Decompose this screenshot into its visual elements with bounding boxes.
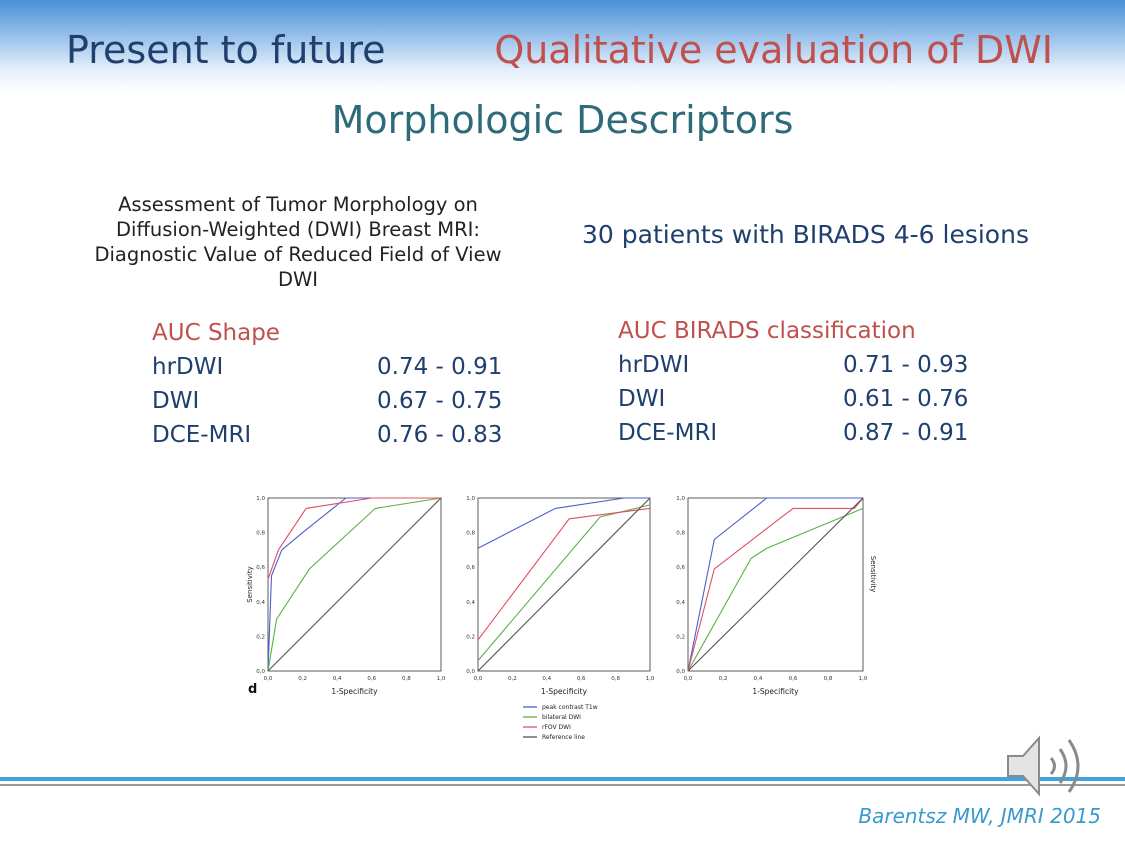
table-row: hrDWI 0.71 - 0.93 [618,352,1018,386]
y-tick-label: 0,6 [676,565,685,571]
y-tick-label: 0,0 [466,669,475,675]
roc-panel-3: 0,00,0 0,2 0,2 0,4 0,4 0,6 0,6 0,8 0,8 1,0 1,0 1-Sp… [676,496,877,696]
roc-curve-rfov-dwi [477,507,651,641]
x-tick-label: 0,0 [474,676,483,682]
row-value: 0.71 - 0.93 [843,352,969,378]
legend-label: Reference line [542,734,585,741]
legend-label: peak contrast T1w [542,704,598,711]
roc-curve-bilateral-dwi [267,497,442,672]
x-tick-label: 1,0 [646,676,655,682]
roc-curve-rfov-dwi [687,497,864,672]
y-tick-label: 0,8 [466,531,475,537]
table-row: DCE-MRI 0.76 - 0.83 [152,422,552,456]
header-section-title: Present to future [66,28,386,72]
x-tick-label: 0,2 [508,676,517,682]
table-row: DWI 0.67 - 0.75 [152,388,552,422]
y-tick-label: 1,0 [676,496,685,502]
x-tick-label: 0,4 [754,676,763,682]
chart-legend: peak contrast T1w bilateral DWI rFOV DWI Re… [523,704,598,741]
y-tick-label: 0,4 [676,600,685,606]
x-tick-label: 0,6 [367,676,376,682]
y-tick-label: 0,0 [676,669,685,675]
y-tick-label: 1,0 [466,496,475,502]
roc-curve-peak-contrast-t1w [267,497,441,672]
roc-curve-peak-contrast-t1w [477,497,650,549]
y-tick-label: 0,4 [466,600,475,606]
x-tick-label: 0,2 [298,676,307,682]
y-tick-label: 0,8 [676,531,685,537]
roc-curve-reference-line [267,497,442,672]
header-slide-title: Qualitative evaluation of DWI [494,28,1053,72]
roc-curve-reference-line [477,497,651,672]
x-tick-label: 1,0 [859,676,868,682]
plot-frame [477,497,651,672]
y-tick-label: 0,6 [466,565,475,571]
patient-cohort: 30 patients with BIRADS 4-6 lesions [582,220,1029,249]
x-tick-label: 1,0 [437,676,446,682]
y-tick-label: 0,0 [256,669,265,675]
roc-curve-reference-line [687,497,864,672]
y-tick-label: 0,8 [256,531,265,537]
table-row: hrDWI 0.74 - 0.91 [152,354,552,388]
auc-shape-table: AUC Shape hrDWI 0.74 - 0.91 DWI 0.67 - 0.7… [152,320,552,456]
x-tick-label: 0,0 [264,676,273,682]
y-tick-label: 0,4 [256,600,265,606]
x-tick-label: 0,4 [542,676,551,682]
footer-rule-blue [0,777,1125,781]
row-value: 0.74 - 0.91 [377,354,503,380]
header-band [0,0,1125,92]
y-tick-label: 0,2 [256,634,265,640]
legend-label: rFOV DWI [542,724,571,731]
x-tick-label: 0,6 [789,676,798,682]
x-axis-label: 1-Specificity [331,687,378,696]
roc-curve-peak-contrast-t1w [687,497,863,672]
y-axis-label: Sensitivity [869,556,877,592]
roc-curve-rfov-dwi [267,497,441,580]
row-label: hrDWI [618,352,690,378]
x-tick-label: 0,8 [611,676,620,682]
roc-panel-2: 0,00,0 0,2 0,2 0,4 0,4 0,6 0,6 0,8 0,8 1,0 1,0 1-Sp… [466,496,655,696]
row-value: 0.87 - 0.91 [843,420,969,446]
panel-label: d [248,682,257,697]
x-tick-label: 0,8 [402,676,411,682]
auc-birads-title: AUC BIRADS classification [618,318,916,344]
row-label: DCE-MRI [152,422,252,448]
x-axis-label: 1-Specificity [541,687,588,696]
x-tick-label: 0,8 [824,676,833,682]
row-value: 0.61 - 0.76 [843,386,969,412]
auc-shape-title: AUC Shape [152,320,280,346]
row-label: DWI [618,386,666,412]
y-axis-label: Sensitivity [246,566,254,602]
x-tick-label: 0,2 [719,676,728,682]
roc-charts: 0,00,00,20,20,40,40,60,60,80,81,01,01-Sp… [246,496,877,741]
footer-rule-gray [0,784,1125,786]
x-tick-label: 0,0 [684,676,693,682]
x-tick-label: 0,6 [577,676,586,682]
auc-birads-table: AUC BIRADS classification hrDWI 0.71 - 0.… [618,318,1018,454]
y-tick-label: 0,2 [466,634,475,640]
table-row: DCE-MRI 0.87 - 0.91 [618,420,1018,454]
table-row: DWI 0.61 - 0.76 [618,386,1018,420]
y-tick-label: 0,6 [256,565,265,571]
x-tick-label: 0,4 [333,676,342,682]
roc-curve-bilateral-dwi [687,507,864,672]
citation: Barentsz MW, JMRI 2015 [858,804,1101,828]
row-label: DCE-MRI [618,420,718,446]
slide-subtitle: Morphologic Descriptors [331,98,794,142]
speaker-icon[interactable] [1005,732,1095,800]
y-tick-label: 0,2 [676,634,685,640]
y-tick-label: 1,0 [256,496,265,502]
row-value: 0.67 - 0.75 [377,388,503,414]
row-label: DWI [152,388,200,414]
row-value: 0.76 - 0.83 [377,422,503,448]
x-axis-label: 1-Specificity [752,687,799,696]
roc-curve-bilateral-dwi [477,504,651,661]
row-label: hrDWI [152,354,224,380]
roc-panel-1: 0,00,0 0,2 0,2 0,4 0,4 0,6 0,6 0,8 0,8 1,0 1,0 1-Sp… [246,496,446,697]
paper-title: Assessment of Tumor Morphology on Diffus… [94,193,502,291]
legend-label: bilateral DWI [542,714,581,721]
